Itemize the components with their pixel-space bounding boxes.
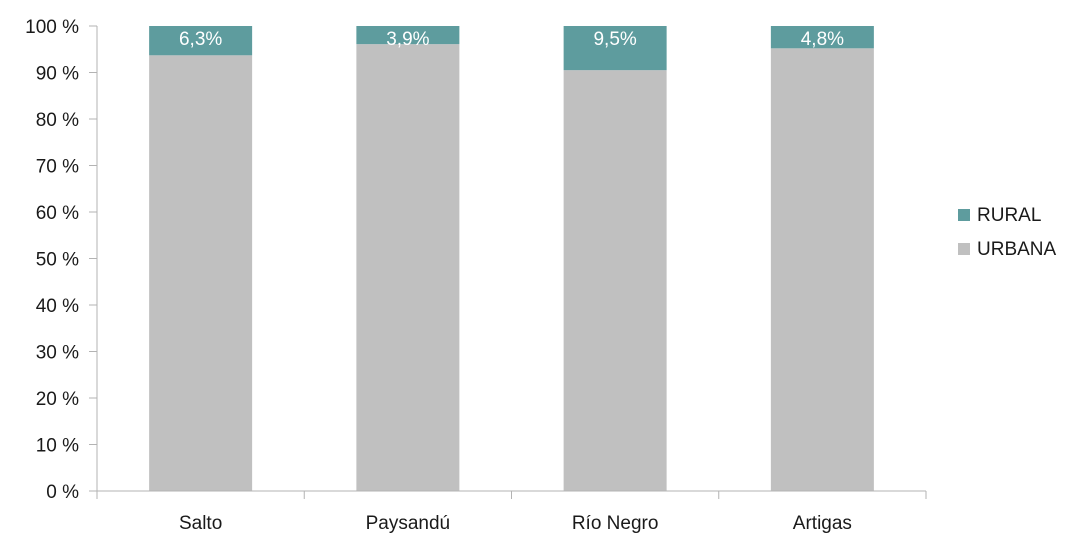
legend-swatch-rural [958,209,970,221]
bar-urbana-0 [149,55,253,492]
y-tick-label-9: 90 % [36,64,79,85]
data-label-rural-2: 9,5% [593,29,636,50]
labels-group: 6,3% Salto 3,9% Paysandú 9,5% Río Negro 4,8% Ar… [25,17,852,534]
y-tick-label-8: 80 % [36,110,79,131]
bars-group [149,26,874,492]
bar-urbana-3 [770,48,874,491]
y-tick-label-4: 40 % [36,296,79,317]
x-tick-label-1: Paysandú [366,513,451,534]
legend-label-urbana: URBANA [977,239,1057,260]
y-tick-label-10: 100 % [25,17,79,38]
y-tick-label-0: 0 % [46,482,79,503]
y-tick-label-6: 60 % [36,203,79,224]
axes-group [89,25,927,499]
data-label-rural-0: 6,3% [179,29,222,50]
y-tick-label-3: 30 % [36,343,79,364]
legend: RURAL URBANA [958,205,1057,260]
bar-urbana-1 [356,44,460,491]
bar-rural-1 [356,26,460,45]
y-tick-label-7: 70 % [36,157,79,178]
x-tick-label-2: Río Negro [572,513,659,534]
legend-label-rural: RURAL [977,205,1041,226]
legend-swatch-urbana [958,243,970,255]
bar-rural-3 [770,26,874,49]
y-tick-label-2: 20 % [36,389,79,410]
x-tick-label-3: Artigas [793,513,852,534]
bar-rural-2 [563,26,667,71]
x-tick-label-0: Salto [179,513,222,534]
y-tick-label-1: 10 % [36,436,79,457]
bar-urbana-2 [563,70,667,492]
data-label-rural-1: 3,9% [386,29,429,50]
data-label-rural-3: 4,8% [801,29,844,50]
y-tick-label-5: 50 % [36,250,79,271]
bar-rural-0 [149,26,253,56]
